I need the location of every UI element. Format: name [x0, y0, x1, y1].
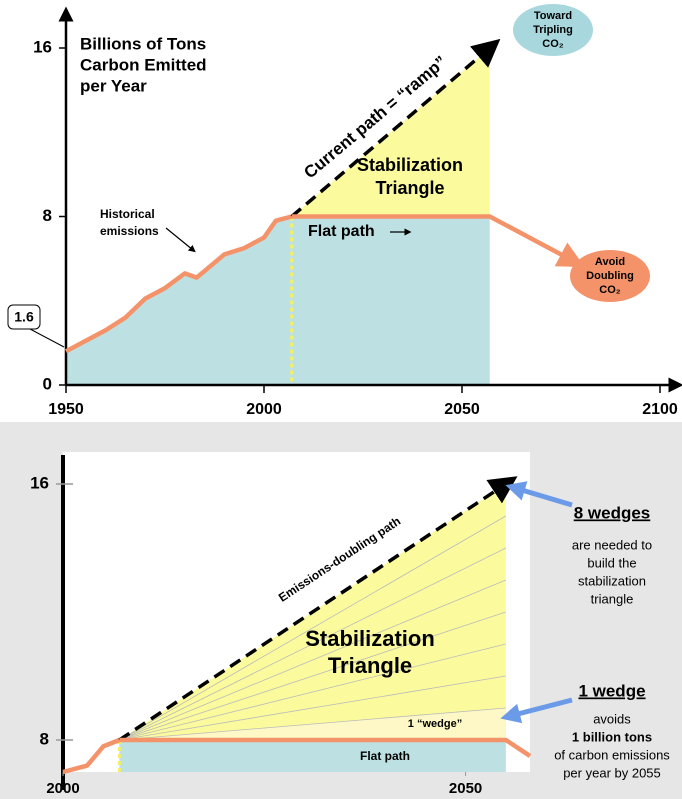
note-line: per year by 2055: [563, 765, 661, 780]
x-tick-label: 2000: [46, 780, 79, 797]
triangle-label: Triangle: [375, 178, 444, 198]
start-label: 1.6: [14, 309, 34, 325]
annotation: Historical: [100, 207, 155, 221]
annotation: emissions: [100, 224, 159, 238]
note-head: 8 wedges: [574, 503, 651, 522]
history-line: [62, 737, 121, 775]
note-line: build the: [587, 555, 636, 570]
top-chart: 0 8 16 1950 2000 2050 2100: [33, 6, 682, 418]
ramp-line: [290, 38, 501, 218]
arrow: [500, 697, 573, 724]
flat-label: Flat path: [308, 223, 375, 240]
note-line: of carbon emissions: [554, 747, 670, 762]
bubble-label: Tripling: [533, 24, 573, 36]
y-tick-label: 16: [30, 473, 49, 492]
x-tick-label: 2050: [449, 780, 482, 797]
callout-line: [29, 328, 65, 348]
area-fill: [119, 740, 506, 772]
note-head: 1 wedge: [578, 681, 645, 700]
wedge-line: [119, 611, 506, 741]
note-line: avoids: [593, 711, 631, 726]
triangle-label: Triangle: [328, 653, 412, 678]
y-tick-label: 8: [43, 206, 52, 225]
bubble: [513, 4, 593, 56]
wedge-line: [119, 707, 506, 741]
callout-box: [7, 304, 41, 330]
flat-line: [119, 737, 532, 758]
y-tick-label: 8: [40, 729, 49, 748]
bubble-label: Doubling: [586, 270, 634, 282]
note-line: triangle: [591, 591, 634, 606]
arrow: [165, 227, 196, 253]
flat-line: [291, 214, 585, 268]
ramp-line: [118, 476, 518, 742]
bubble-label: Avoid: [595, 256, 625, 268]
history-line: [64, 214, 293, 354]
flat-label: Flat path: [360, 749, 410, 763]
wedge-line: [119, 547, 507, 741]
triangle-label: Stabilization: [357, 155, 463, 175]
note-line: stabilization: [578, 573, 646, 588]
bubble: [570, 250, 650, 302]
y-tick-label: 0: [43, 374, 52, 393]
x-tick-label: 1950: [48, 401, 84, 418]
x-tick-label: 2000: [246, 401, 282, 418]
arrow: [505, 481, 573, 508]
y-label: Carbon Emitted: [80, 55, 207, 74]
bubble-label: Toward: [534, 10, 572, 22]
wedge-line: [119, 579, 506, 741]
bubble-label: CO₂: [599, 284, 621, 296]
bottom-chart: 8 16 2000 2050: [30, 455, 532, 797]
x-tick-label: 2050: [444, 401, 480, 418]
wedge-line: [119, 515, 507, 741]
bubble-label: CO₂: [542, 38, 564, 50]
wedge-line: [119, 643, 506, 741]
y-label: Billions of Tons: [80, 34, 206, 53]
wedge-label: 1 “wedge”: [408, 718, 462, 730]
note-line: are needed to: [572, 537, 652, 552]
x-tick-label: 2100: [642, 401, 678, 418]
y-label: per Year: [80, 76, 147, 95]
wedge-line: [119, 675, 506, 741]
y-tick-label: 16: [33, 37, 52, 56]
triangle-label: Stabilization: [305, 626, 435, 651]
note-line: 1 billion tons: [572, 729, 652, 744]
area-fill: [66, 216, 490, 385]
